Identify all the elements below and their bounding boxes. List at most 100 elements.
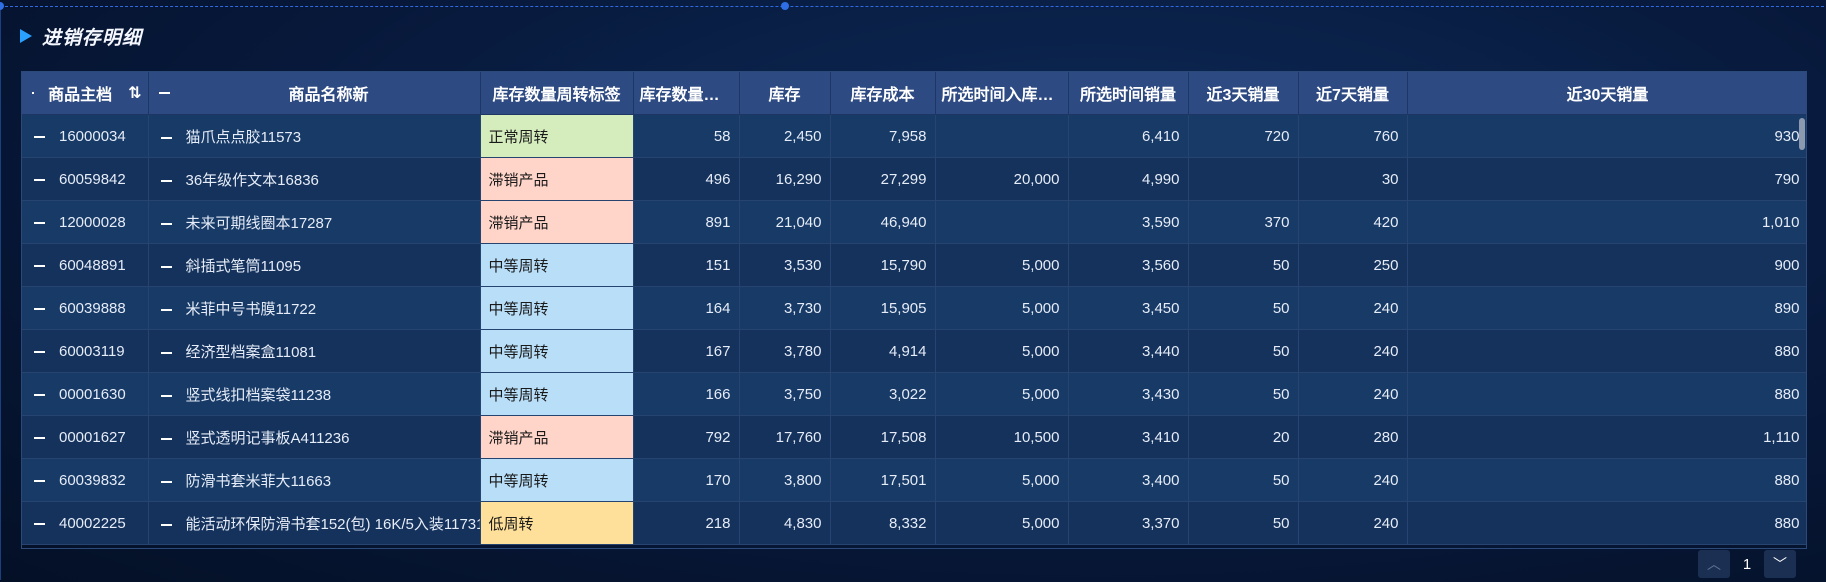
cell-sales-7d[interactable]: 240 bbox=[1298, 329, 1408, 373]
table-row[interactable]: 60003119 经济型档案盒11081 中等周转 167 3,780 4,914 5,00… bbox=[22, 329, 1806, 373]
collapse-icon[interactable] bbox=[34, 307, 45, 310]
cell-sales-30d[interactable]: 1,110 bbox=[1407, 415, 1806, 459]
cell-code[interactable]: 60039832 bbox=[22, 458, 149, 502]
cell-turnover[interactable]: 170 bbox=[633, 458, 740, 502]
cell-name[interactable]: 斜插式笔筒11095 bbox=[148, 243, 481, 287]
cell-sales-30d[interactable]: 880 bbox=[1407, 372, 1806, 416]
table-row[interactable]: 16000034 猫爪点点胶11573 正常周转 58 2,450 7,958 6,410 7… bbox=[22, 114, 1806, 158]
collapse-icon[interactable] bbox=[160, 480, 172, 483]
col-header-sales-7d[interactable]: 近7天销量 bbox=[1298, 72, 1408, 115]
cell-sales[interactable]: 3,560 bbox=[1068, 243, 1189, 287]
cell-code[interactable]: 16000034 bbox=[22, 114, 149, 158]
resize-handle-top[interactable] bbox=[781, 2, 789, 10]
cell-sales[interactable]: 3,400 bbox=[1068, 458, 1189, 502]
cell-cost[interactable]: 8,332 bbox=[830, 501, 936, 545]
cell-sales-3d[interactable]: 50 bbox=[1188, 372, 1299, 416]
collapse-icon[interactable] bbox=[160, 523, 172, 526]
cell-turnover-tag[interactable]: 滞销产品 bbox=[480, 200, 634, 244]
table-row[interactable]: 60059842 36年级作文本16836 滞销产品 496 16,290 27,299 2… bbox=[22, 157, 1806, 201]
cell-sales-30d[interactable]: 930 bbox=[1407, 114, 1806, 158]
cell-turnover[interactable]: 58 bbox=[633, 114, 740, 158]
cell-sales-3d[interactable]: 50 bbox=[1188, 243, 1299, 287]
collapse-icon[interactable] bbox=[160, 308, 172, 311]
col-header-stock[interactable]: 库存 bbox=[739, 72, 831, 115]
cell-sales-3d[interactable]: 50 bbox=[1188, 329, 1299, 373]
table-row[interactable]: 12000028 未来可期线圈本17287 滞销产品 891 21,040 46,940 3… bbox=[22, 200, 1806, 244]
collapse-icon[interactable] bbox=[34, 350, 45, 353]
collapse-icon[interactable] bbox=[32, 92, 35, 94]
cell-stock[interactable]: 16,290 bbox=[739, 157, 831, 201]
cell-sales[interactable]: 4,990 bbox=[1068, 157, 1189, 201]
cell-sales-7d[interactable]: 240 bbox=[1298, 372, 1408, 416]
cell-code[interactable]: 00001630 bbox=[22, 372, 149, 416]
cell-sales[interactable]: 6,410 bbox=[1068, 114, 1189, 158]
col-header-name[interactable]: 商品名称新 bbox=[148, 72, 481, 115]
cell-sales-7d[interactable]: 420 bbox=[1298, 200, 1408, 244]
cell-cost[interactable]: 46,940 bbox=[830, 200, 936, 244]
cell-turnover[interactable]: 167 bbox=[633, 329, 740, 373]
cell-cost[interactable]: 7,958 bbox=[830, 114, 936, 158]
cell-turnover-tag[interactable]: 中等周转 bbox=[480, 243, 634, 287]
cell-turnover[interactable]: 218 bbox=[633, 501, 740, 545]
cell-inbound[interactable] bbox=[935, 200, 1069, 244]
table-row[interactable]: 00001627 竖式透明记事板A411236 滞销产品 792 17,760 17,50… bbox=[22, 415, 1806, 459]
table-row[interactable]: 60039832 防滑书套米菲大11663 中等周转 170 3,800 17,501 5,… bbox=[22, 458, 1806, 502]
collapse-icon[interactable] bbox=[160, 437, 172, 440]
cell-sales-3d[interactable]: 370 bbox=[1188, 200, 1299, 244]
cell-name[interactable]: 竖式线扣档案袋11238 bbox=[148, 372, 481, 416]
cell-turnover[interactable]: 792 bbox=[633, 415, 740, 459]
cell-turnover[interactable]: 496 bbox=[633, 157, 740, 201]
cell-sales-30d[interactable]: 900 bbox=[1407, 243, 1806, 287]
cell-sales-3d[interactable]: 720 bbox=[1188, 114, 1299, 158]
cell-stock[interactable]: 4,830 bbox=[739, 501, 831, 545]
cell-code[interactable]: 60039888 bbox=[22, 286, 149, 330]
cell-sales-7d[interactable]: 760 bbox=[1298, 114, 1408, 158]
collapse-icon[interactable] bbox=[34, 436, 45, 439]
collapse-icon[interactable] bbox=[34, 264, 45, 267]
table-row[interactable]: 60048891 斜插式笔筒11095 中等周转 151 3,530 15,790 5,00… bbox=[22, 243, 1806, 287]
col-header-turnover-tag[interactable]: 库存数量周转标签 bbox=[480, 72, 634, 115]
cell-sales-30d[interactable]: 1,010 bbox=[1407, 200, 1806, 244]
cell-sales-7d[interactable]: 240 bbox=[1298, 501, 1408, 545]
cell-turnover-tag[interactable]: 中等周转 bbox=[480, 458, 634, 502]
col-header-turnover[interactable]: 库存数量周... bbox=[633, 72, 740, 115]
cell-stock[interactable]: 3,530 bbox=[739, 243, 831, 287]
cell-name[interactable]: 经济型档案盒11081 bbox=[148, 329, 481, 373]
cell-stock[interactable]: 3,730 bbox=[739, 286, 831, 330]
cell-inbound[interactable]: 5,000 bbox=[935, 501, 1069, 545]
collapse-icon[interactable] bbox=[34, 479, 45, 482]
cell-inbound[interactable]: 5,000 bbox=[935, 458, 1069, 502]
cell-code[interactable]: 60048891 bbox=[22, 243, 149, 287]
cell-turnover-tag[interactable]: 低周转 bbox=[480, 501, 634, 545]
cell-code[interactable]: 40002225 bbox=[22, 501, 149, 545]
cell-sales-3d[interactable] bbox=[1188, 157, 1299, 201]
collapse-icon[interactable] bbox=[34, 522, 45, 525]
cell-inbound[interactable]: 5,000 bbox=[935, 372, 1069, 416]
cell-sales-30d[interactable]: 880 bbox=[1407, 501, 1806, 545]
cell-cost[interactable]: 3,022 bbox=[830, 372, 936, 416]
vertical-scrollbar[interactable] bbox=[1799, 118, 1805, 150]
cell-sales-7d[interactable]: 240 bbox=[1298, 286, 1408, 330]
collapse-icon[interactable] bbox=[160, 179, 172, 182]
cell-sales[interactable]: 3,430 bbox=[1068, 372, 1189, 416]
table-row[interactable]: 60039888 米菲中号书膜11722 中等周转 164 3,730 15,905 5,0… bbox=[22, 286, 1806, 330]
col-header-sales[interactable]: 所选时间销量 bbox=[1068, 72, 1189, 115]
cell-sales[interactable]: 3,370 bbox=[1068, 501, 1189, 545]
cell-name[interactable]: 防滑书套米菲大11663 bbox=[148, 458, 481, 502]
cell-name[interactable]: 36年级作文本16836 bbox=[148, 157, 481, 201]
cell-sales-3d[interactable]: 50 bbox=[1188, 501, 1299, 545]
cell-sales[interactable]: 3,590 bbox=[1068, 200, 1189, 244]
cell-code[interactable]: 60003119 bbox=[22, 329, 149, 373]
cell-stock[interactable]: 3,750 bbox=[739, 372, 831, 416]
collapse-icon[interactable] bbox=[34, 178, 45, 181]
col-header-cost[interactable]: 库存成本 bbox=[830, 72, 936, 115]
cell-inbound[interactable]: 20,000 bbox=[935, 157, 1069, 201]
cell-sales[interactable]: 3,440 bbox=[1068, 329, 1189, 373]
cell-turnover-tag[interactable]: 滞销产品 bbox=[480, 415, 634, 459]
sort-icon[interactable]: ⇅ bbox=[128, 85, 142, 102]
cell-inbound[interactable]: 5,000 bbox=[935, 286, 1069, 330]
resize-handle-left[interactable] bbox=[0, 2, 4, 10]
collapse-icon[interactable] bbox=[160, 222, 172, 225]
cell-sales-3d[interactable]: 20 bbox=[1188, 415, 1299, 459]
cell-sales-30d[interactable]: 790 bbox=[1407, 157, 1806, 201]
